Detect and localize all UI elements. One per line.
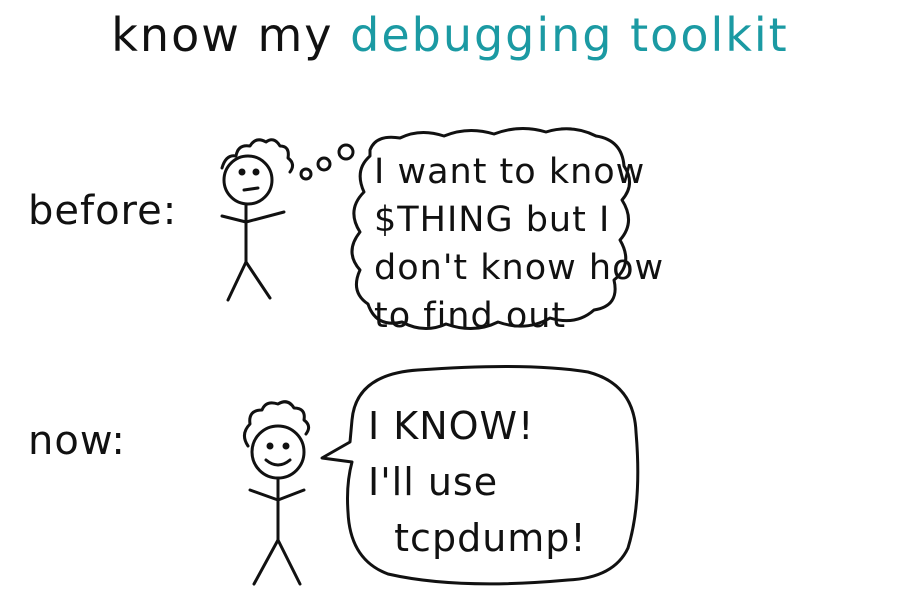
face-before [222, 154, 274, 206]
thought-dots [299, 143, 355, 181]
thought-line: $THING but I [374, 200, 611, 240]
speech-line: I'll use [368, 460, 499, 504]
thought-line: I want to know [374, 152, 646, 192]
speech-bubble [320, 364, 640, 586]
thought-line: to find out [374, 296, 567, 336]
thought-line: don't know how [374, 248, 665, 288]
stick-figure-now [243, 400, 311, 586]
thought-cloud [350, 127, 631, 330]
stick-figure-before [220, 138, 295, 302]
thought-text: I want to know $THING but I don't know h… [374, 148, 664, 340]
before-label: before: [28, 188, 178, 234]
speech-line: tcpdump! [368, 516, 587, 560]
speech-line: I KNOW! [368, 404, 535, 448]
now-label: now: [28, 418, 126, 464]
face-now [250, 424, 306, 480]
title-prefix: know my [111, 8, 334, 62]
speech-text: I KNOW! I'll use tcpdump! [368, 398, 587, 566]
title-highlight: debugging toolkit [350, 8, 789, 62]
comic-title: know my debugging toolkit [0, 8, 900, 62]
